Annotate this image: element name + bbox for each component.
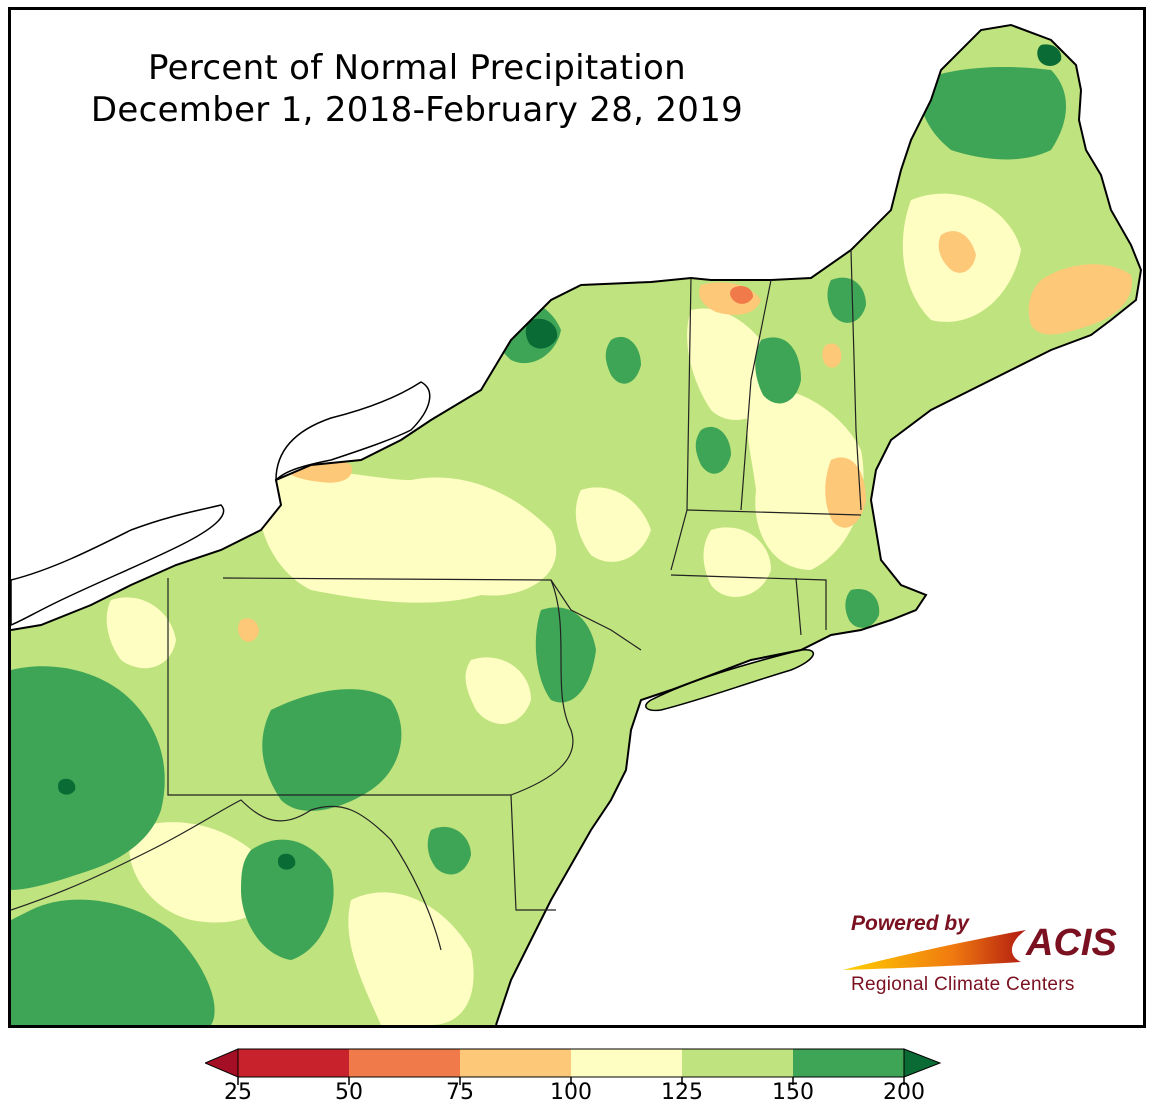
legend-tick-label: 75 (446, 1080, 474, 1105)
legend-tick-label: 100 (550, 1080, 592, 1105)
legend-bin-100-125 (571, 1049, 682, 1077)
ma-north-border (686, 509, 862, 516)
legend-bin-75-100 (460, 1049, 571, 1077)
legend-tick-label: 50 (335, 1080, 363, 1105)
logo-brand-text: ACIS (1026, 922, 1117, 964)
legend-arrow-left (205, 1048, 239, 1078)
map-title-line1: Percent of Normal Precipitation (148, 48, 686, 88)
legend-bin-150-200 (793, 1049, 904, 1077)
precip-100-125 (106, 193, 1021, 1025)
precip-150-200 (11, 67, 1066, 1025)
lake-ontario (275, 381, 431, 482)
ri-border (795, 577, 802, 636)
ct-border (670, 574, 827, 630)
vt-nh-border (740, 279, 772, 511)
acis-swoosh (843, 930, 1026, 970)
coastline (11, 23, 1143, 1025)
logo-powered-text: Powered by (851, 912, 969, 935)
state-borders (11, 249, 862, 951)
legend-bin-125-150 (682, 1049, 793, 1077)
ny-pa-border (222, 577, 642, 651)
long-island (645, 649, 814, 712)
md-de-border (510, 794, 556, 911)
pa-west-border (167, 578, 511, 796)
legend-tick-label: 150 (772, 1080, 814, 1105)
precip-gt200 (57, 44, 1062, 870)
great-lakes (11, 381, 431, 626)
map-frame: Percent of Normal Precipitation December… (8, 7, 1146, 1028)
legend-colorbar (205, 1048, 942, 1085)
legend-tick-label: 125 (661, 1080, 703, 1105)
map-title-line2: December 1, 2018-February 28, 2019 (90, 90, 744, 130)
pa-nj-border (510, 579, 574, 796)
acis-logo: Powered by ACIS Regional Climate Centers (841, 910, 1131, 1005)
legend-arrow-right (903, 1048, 942, 1078)
nh-me-border (850, 249, 862, 511)
legend-tick-label: 200 (883, 1080, 925, 1105)
logo-subtitle-text: Regional Climate Centers (851, 974, 1075, 995)
legend-bin-25-50 (238, 1049, 349, 1077)
wv-border (11, 799, 442, 951)
lake-erie (11, 504, 225, 626)
legend-bin-50-75 (349, 1049, 460, 1077)
precip-50-75 (730, 286, 753, 304)
precipitation-map (11, 23, 1143, 1025)
legend-tick-label: 25 (224, 1080, 252, 1105)
